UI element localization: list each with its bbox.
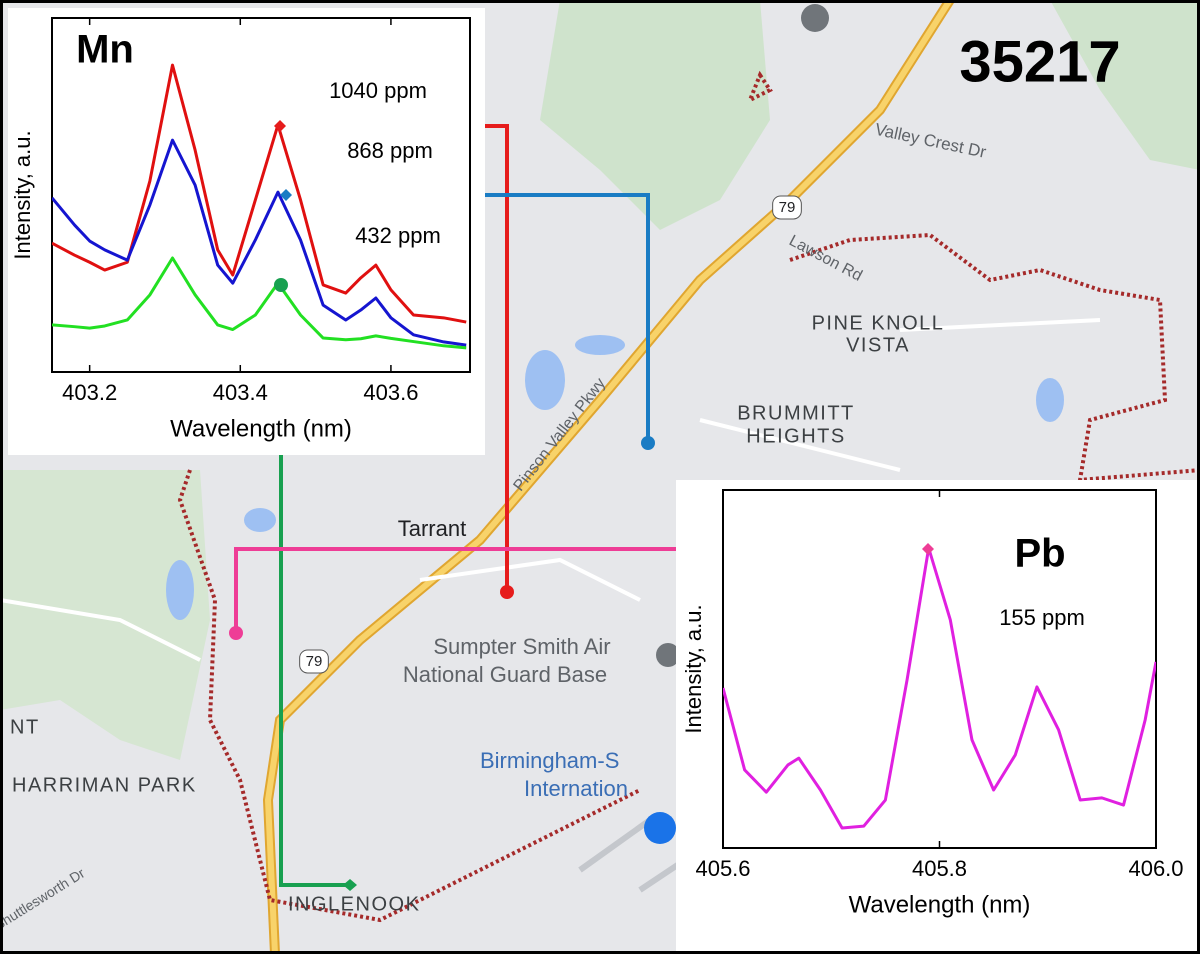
plot-frame <box>51 17 471 373</box>
data-line <box>52 138 467 347</box>
series-label: 868 ppm <box>347 138 433 163</box>
series-label: 155 ppm <box>999 605 1085 630</box>
map-label: PINE KNOLL <box>812 312 945 334</box>
map-label: HEIGHTS <box>746 425 845 447</box>
map-label: National Guard Base <box>403 662 607 687</box>
zip-code: 35217 <box>959 29 1120 94</box>
map-label: INGLENOOK <box>288 893 420 915</box>
x-tick-label: 403.4 <box>213 380 268 405</box>
y-axis-label: Intensity, a.u. <box>681 604 706 733</box>
x-tick-label: 405.8 <box>912 856 967 881</box>
connector-markers <box>274 120 934 555</box>
x-axis-label: Wavelength (nm) <box>849 891 1031 918</box>
route-shield <box>299 649 329 674</box>
data-line <box>723 546 1156 830</box>
x-tick-label: 405.6 <box>695 856 750 881</box>
chart-title: Pb <box>1014 532 1065 576</box>
x-tick-label: 403.2 <box>62 380 117 405</box>
data-line <box>52 63 467 324</box>
y-axis-label: Intensity, a.u. <box>10 130 35 259</box>
map-label: Birmingham-S <box>480 748 619 773</box>
x-tick-label: 406.0 <box>1128 856 1183 881</box>
series-label: 432 ppm <box>355 223 441 248</box>
map-label: NT <box>10 716 40 738</box>
map-label: BRUMMITT <box>737 402 855 424</box>
map-label: 79 <box>779 199 796 216</box>
map-label: Sumpter Smith Air <box>433 634 610 659</box>
map-label: HARRIMAN PARK <box>12 774 197 796</box>
route-shield <box>772 195 802 220</box>
x-tick-label: 403.6 <box>363 380 418 405</box>
map-label: Tarrant <box>398 516 466 541</box>
map-label: 79 <box>306 653 323 670</box>
x-axis-label: Wavelength (nm) <box>170 415 352 442</box>
map-label: VISTA <box>846 334 910 356</box>
charts: 403.2 403.4 403.6 Wavelength (nm) Intensity,… <box>10 17 1184 918</box>
chart-title: Mn <box>76 28 134 72</box>
inset-background <box>676 480 1200 954</box>
series-label: 1040 ppm <box>329 78 427 103</box>
data-line <box>52 256 467 350</box>
map-label: Internation <box>524 776 628 801</box>
